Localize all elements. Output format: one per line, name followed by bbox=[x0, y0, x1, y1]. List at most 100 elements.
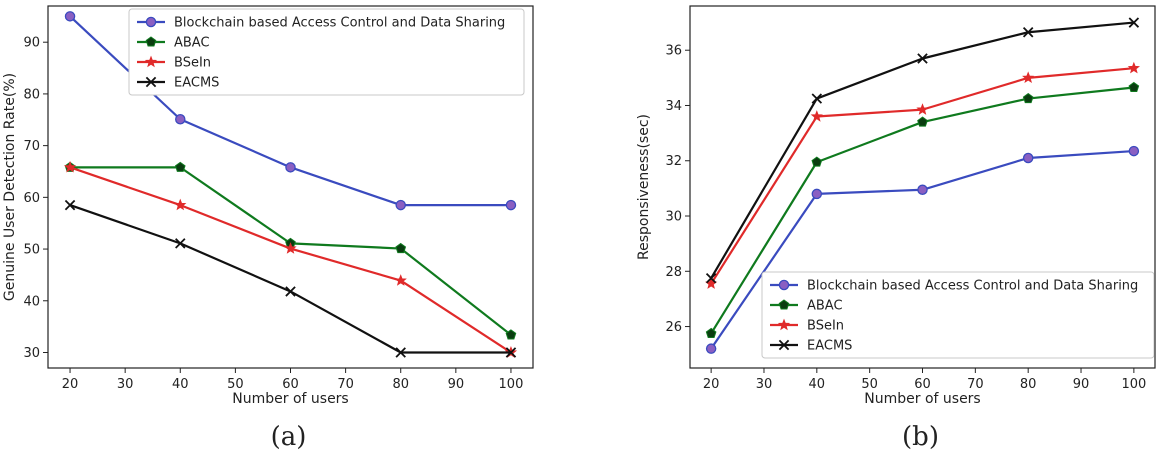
data-point bbox=[811, 93, 823, 104]
y-tick-label: 26 bbox=[665, 320, 682, 335]
data-point bbox=[174, 161, 186, 172]
y-axis-title: Responsiveness(sec) bbox=[636, 114, 652, 260]
legend-item: ABAC bbox=[770, 299, 843, 314]
panel-label: (a) bbox=[271, 422, 307, 452]
y-axis-title: Genuine User Detection Rate(%) bbox=[2, 73, 18, 301]
y-tick-label: 30 bbox=[23, 346, 40, 361]
data-point bbox=[1127, 61, 1140, 74]
data-point bbox=[811, 156, 823, 167]
legend-swatch-marker bbox=[145, 76, 157, 88]
y-tick-label: 90 bbox=[23, 36, 40, 51]
x-tick-label: 80 bbox=[392, 377, 409, 392]
legend-swatch-marker bbox=[777, 318, 791, 331]
x-tick-label: 30 bbox=[756, 377, 773, 392]
series-line bbox=[69, 166, 512, 354]
y-tick-label: 34 bbox=[665, 99, 682, 114]
x-tick-label: 20 bbox=[62, 377, 79, 392]
legend-label: Blockchain based Access Control and Data… bbox=[174, 16, 505, 31]
legend-label: ABAC bbox=[174, 36, 210, 51]
chart-panel-a: 20 30 40 50 60 70 80 90 100 30 40 50 60 70 80 90 Number … bbox=[2, 5, 534, 452]
y-tick-label: 32 bbox=[665, 154, 682, 169]
y-tick-label: 80 bbox=[23, 87, 40, 102]
series-line bbox=[710, 67, 1134, 285]
legend-label: EACMS bbox=[807, 339, 852, 354]
legend-item: ABAC bbox=[137, 36, 210, 51]
data-point bbox=[395, 199, 406, 211]
y-tick-label: 50 bbox=[23, 243, 40, 258]
legend-label: BSeIn bbox=[807, 319, 844, 334]
data-point bbox=[394, 274, 407, 286]
data-point bbox=[917, 116, 928, 127]
legend-label: BSeIn bbox=[174, 56, 211, 71]
data-point bbox=[811, 188, 823, 200]
x-tick-label: 70 bbox=[967, 377, 984, 392]
data-point bbox=[705, 343, 717, 354]
legend-swatch-marker bbox=[144, 55, 158, 68]
x-tick-label: 100 bbox=[499, 377, 524, 392]
x-tick-label: 100 bbox=[1121, 377, 1146, 392]
data-point bbox=[284, 242, 297, 254]
legend-label: EACMS bbox=[174, 76, 219, 91]
x-tick-label: 60 bbox=[282, 377, 299, 392]
data-point bbox=[63, 160, 77, 173]
legend-swatch-marker bbox=[778, 299, 790, 310]
y-tick-label: 60 bbox=[23, 191, 40, 206]
x-tick-label: 60 bbox=[914, 377, 931, 392]
series-bsein bbox=[63, 160, 518, 358]
legend: Blockchain based Access Control and Data… bbox=[128, 8, 525, 96]
x-tick-label: 80 bbox=[1020, 377, 1037, 392]
x-tick-label: 40 bbox=[172, 377, 189, 392]
series-line bbox=[710, 21, 1134, 279]
legend-swatch-marker bbox=[145, 36, 157, 47]
data-point bbox=[1128, 17, 1140, 28]
data-point bbox=[1022, 71, 1035, 84]
x-axis-title: Number of users bbox=[864, 391, 980, 407]
x-tick-label: 40 bbox=[809, 377, 826, 392]
x-tick-label: 50 bbox=[861, 377, 878, 392]
x-tick-label: 20 bbox=[703, 377, 720, 392]
data-point bbox=[810, 110, 823, 122]
x-tick-label: 30 bbox=[117, 377, 134, 392]
x-axis-title: Number of users bbox=[232, 391, 348, 407]
data-point bbox=[175, 114, 186, 125]
series-blockchain-based-access-control-and-data-sharing bbox=[705, 145, 1140, 354]
legend-item: EACMS bbox=[770, 339, 852, 354]
x-tick-label: 90 bbox=[448, 377, 465, 392]
legend-frame bbox=[761, 271, 1155, 359]
data-point bbox=[1022, 152, 1034, 164]
y-tick-label: 28 bbox=[665, 265, 682, 280]
data-point bbox=[916, 103, 929, 115]
series-eacms bbox=[64, 199, 517, 358]
data-point bbox=[1022, 27, 1034, 38]
data-point bbox=[705, 272, 717, 284]
panel-label: (b) bbox=[902, 422, 939, 452]
series-abac bbox=[705, 81, 1140, 338]
data-point bbox=[175, 238, 186, 249]
legend-item: BSeIn bbox=[770, 319, 844, 334]
data-point bbox=[285, 162, 296, 173]
legend-label: ABAC bbox=[807, 299, 843, 314]
y-tick-label: 36 bbox=[665, 44, 682, 59]
legend-item: EACMS bbox=[137, 76, 219, 91]
legend-item: BSeIn bbox=[137, 56, 211, 71]
legend-label: Blockchain based Access Control and Data… bbox=[807, 279, 1138, 294]
data-point bbox=[917, 184, 928, 196]
data-point bbox=[395, 242, 407, 254]
legend-swatch-marker bbox=[778, 279, 790, 291]
y-tick-label: 70 bbox=[23, 139, 40, 154]
data-point bbox=[174, 198, 187, 211]
data-point bbox=[1128, 81, 1140, 93]
legend-swatch-marker bbox=[778, 339, 790, 351]
chart-panel-b: 20 30 40 50 60 70 80 90 100 26 28 30 32 34 36 Number of… bbox=[636, 5, 1156, 452]
data-point bbox=[917, 53, 928, 64]
data-point bbox=[505, 347, 517, 358]
x-tick-label: 50 bbox=[227, 377, 244, 392]
data-point bbox=[1128, 145, 1140, 157]
legend-item: Blockchain based Access Control and Data… bbox=[770, 279, 1138, 294]
data-point bbox=[395, 347, 406, 358]
series-bsein bbox=[705, 61, 1140, 289]
y-tick-label: 40 bbox=[23, 294, 40, 309]
y-tick-label: 30 bbox=[665, 210, 682, 225]
data-point bbox=[505, 199, 517, 211]
